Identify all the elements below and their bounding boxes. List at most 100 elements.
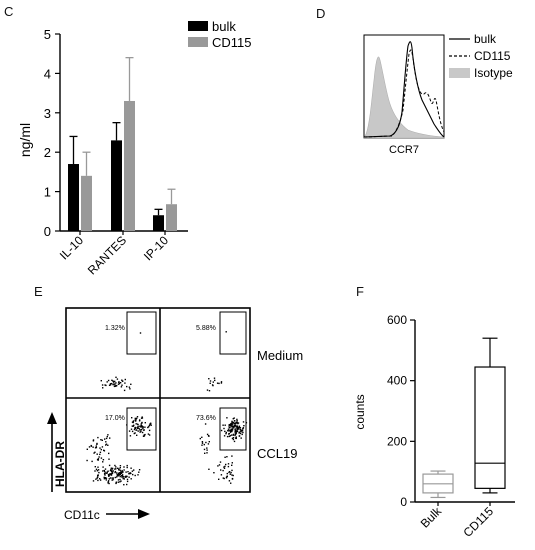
panel-e-dot [218,478,220,480]
panel-e-dot [236,421,238,424]
panel-e-dot [118,474,120,476]
panel-e-dot [134,426,137,429]
panel-e-dot [231,430,233,432]
panel-e-dot [236,429,238,431]
panel-e-dot [111,470,113,473]
panel-e-dot [119,473,122,476]
panel-e-dot [232,421,235,424]
panel-e-dot [110,468,112,471]
panel-e-dot [132,421,134,424]
panel-f-y-tick-label: 200 [387,434,407,448]
panel-e-dot [232,438,235,441]
panel-e-dot [102,470,104,472]
panel-c-bar [166,204,177,231]
panel-e-dot [231,469,233,472]
panel-e-dot [119,467,121,469]
panel-e-dot [226,435,229,438]
panel-c-legend-swatch [188,21,208,31]
panel-e-dot [100,457,103,459]
panel-e-dot [229,424,232,426]
panel-e-dot [102,459,105,461]
panel-e-dot [97,479,99,482]
panel-e-dot [227,428,230,430]
panel-e-dot [134,474,136,477]
panel-e-dot [226,472,228,475]
cd115-histogram [363,49,445,138]
row-label-ccl19: CCL19 [257,446,297,461]
panel-e-dot [233,420,236,422]
panel-e-dot [148,434,151,436]
panel-e-dot-plots: 1.32% 5.88% 17.0% 73.6% Medium CCL19 HLA… [47,307,303,522]
panel-c-bar [153,215,164,231]
panel-c-legend-swatch [188,37,208,47]
panel-e-dot [136,417,138,419]
panel-e-dot [96,470,99,472]
panel-e-dot [201,436,203,438]
panel-e-dot [103,450,106,452]
gate-pct-medium-2: 5.88% [196,325,216,332]
panel-e-dot [95,468,98,470]
panel-e-dot [97,436,99,439]
panel-e-dot [217,465,219,467]
panel-e-dot [231,421,233,423]
panel-e-dot [94,451,96,453]
panel-c-y-tick-label: 2 [44,145,51,160]
panel-e-dot [238,432,240,434]
panel-e-dot [104,477,106,479]
panel-e-dot [104,384,106,386]
gate-medium-bulk [126,311,157,355]
panel-e-dot [228,435,230,438]
gate-pct-ccl19-2: 73.6% [196,415,216,422]
panel-e-dot [141,425,143,428]
panel-e-dot [95,478,97,480]
panel-e-dot [114,468,116,470]
panel-e-dot [119,475,121,478]
panel-e-dot [117,481,120,483]
panel-e-dot [115,466,117,468]
panel-e-dot [142,435,145,437]
panel-e-dot [115,468,117,470]
panel-e-dot [94,466,96,468]
panel-e-dot [130,467,132,469]
panel-e-dot [206,449,208,451]
panel-e-ylabel: HLA-DR [53,441,67,487]
panel-e-dot [126,424,128,426]
panel-e-dot [234,428,236,431]
panel-e-dot [239,428,241,431]
panel-e-dot [225,331,227,333]
panel-e-dot [235,422,237,424]
panel-e-dot [132,473,134,476]
panel-e-dot [121,476,123,478]
panel-e-dot [126,480,129,483]
panel-e-dot [121,471,123,473]
panel-e-dot [130,478,132,480]
panel-e-dot [222,477,224,479]
panel-e-dot [135,420,137,422]
panel-f-box [474,366,506,489]
panel-e-dot [97,466,99,468]
panel-c-x-tick-label: IP-10 [141,233,171,263]
panel-e-dot [231,424,233,426]
panel-f-y-tick-label: 600 [387,313,407,327]
panel-e-dot [132,421,135,423]
panel-e-dot [201,444,203,446]
panel-e-dot [208,390,211,392]
panel-e-dot [107,379,110,382]
panel-e-dot [236,430,239,432]
panel-e-dot [228,427,231,429]
panel-e-dot [128,473,130,475]
bulk-histogram [363,41,445,138]
panel-e-dot [120,480,122,482]
panel-e-dot [235,436,237,438]
panel-e-dot [112,477,114,479]
panel-e-dot [141,428,143,431]
panel-e-dot [106,471,108,473]
panel-e-dot [225,433,227,435]
panel-e-dot [119,382,122,384]
panel-e-dot [113,385,116,388]
panel-e-dot [206,447,208,449]
panel-e-dot [133,424,135,426]
panel-e-dot [229,473,231,475]
panel-e-dot [241,433,243,436]
panel-e-dot [108,474,110,476]
